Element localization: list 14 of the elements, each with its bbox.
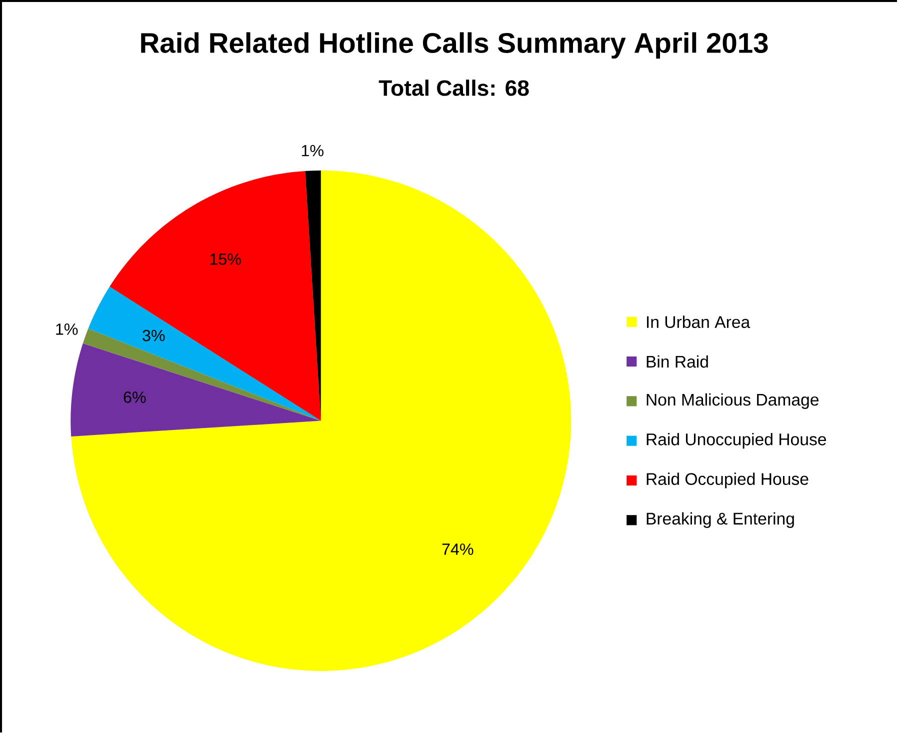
legend-label: Bin Raid — [646, 356, 708, 368]
chart-subtitle: Total Calls: 68 — [378, 80, 529, 96]
legend-label: Breaking & Entering — [646, 512, 794, 528]
legend-label: Non Malicious Damage — [646, 394, 819, 410]
data-label: 6% — [124, 392, 146, 404]
legend-label: Raid Occupied House — [646, 472, 808, 489]
chart-title: Raid Related Hotline Calls Summary April 2013 — [141, 32, 768, 59]
data-label: 15% — [210, 254, 241, 266]
data-label: 1% — [56, 324, 78, 336]
data-label: 74% — [442, 544, 474, 556]
legend-label: In Urban Area — [647, 316, 750, 328]
data-label: 1% — [302, 145, 324, 156]
data-label: 3% — [142, 330, 165, 342]
legend-label: Raid Unoccupied House — [646, 433, 826, 449]
